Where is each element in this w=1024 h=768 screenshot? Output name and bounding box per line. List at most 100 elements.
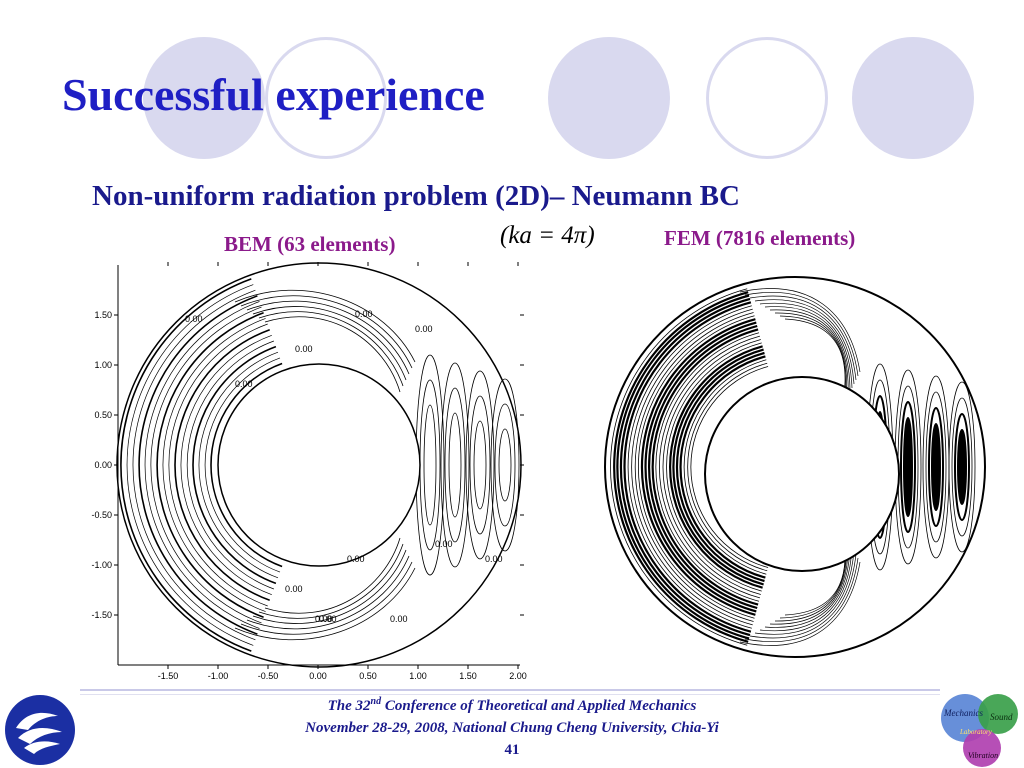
bem-contour-label: 0.00 [390,614,408,624]
bem-contour-upper [246,300,410,375]
fem-contour-lobe [957,429,967,505]
bem-contour-lobe [498,428,512,502]
fem-contour-arc [634,312,754,622]
lab-logo-word-sound: Sound [990,712,1013,722]
fem-contour-lower [749,553,857,639]
bem-y-tick-label: -1.00 [91,560,112,570]
lab-logo-word-laboratory: Laboratory [959,728,993,736]
bem-contour-arc [144,301,260,629]
fem-contour-lobe [900,401,916,533]
bem-contours [120,278,520,652]
bem-x-ticks: -1.50 -1.00 -0.50 0.00 0.50 1.00 1.50 2.00 [158,262,527,681]
bem-x-tick-label: 0.50 [359,671,377,681]
slide-title: Successful experience [62,69,485,120]
lab-logo: Mechanics Sound Laboratory Vibration [941,694,1018,767]
bem-contour-lobe [465,370,495,560]
fem-contour-upper [754,299,855,385]
bem-y-tick-label: -0.50 [91,510,112,520]
fem-contour-lower [754,549,855,635]
bem-contour-label: 0.00 [319,614,337,624]
bem-contour-label: 0.00 [295,344,313,354]
fem-contour-arc [666,342,762,592]
fem-contour-arc [672,348,764,586]
fem-contour-arc [631,308,753,626]
bem-contour-lobe [444,387,466,543]
bem-contour-arc [132,289,256,641]
bem-x-tick-label: 1.50 [459,671,477,681]
bem-contour-lower [234,567,416,641]
page-number: 41 [504,742,520,758]
bem-contour-lower [258,543,404,619]
bem-y-tick-label: 1.00 [94,360,112,370]
fem-contour-plot [604,276,986,658]
bem-contour-lobe [469,395,491,535]
bem-contour-labels: 0.000.000.000.000.000.000.000.00 0.000.00… [185,309,503,624]
fem-outer-boundary [604,276,986,658]
bem-contour-label: 0.00 [285,584,303,594]
bem-x-tick-label: 1.00 [409,671,427,681]
fem-inner-cylinder [704,376,900,572]
fem-contour-lobe [925,391,947,543]
fem-contour-arc [623,301,752,633]
bem-contour-label: 0.00 [355,309,373,319]
footer-conf-sup: nd [370,696,382,707]
fem-contour-upper [739,288,861,373]
bem-contour-label: 0.00 [415,324,433,334]
fem-contour-lower [744,557,859,642]
bem-contour-arc [180,334,272,596]
bem-x-tick-label: -1.00 [208,671,229,681]
fem-contour-arc [616,294,750,640]
fem-contour-arc [662,339,761,595]
bem-y-tick-label: -1.50 [91,610,112,620]
bem-y-tick-label: 1.50 [94,310,112,320]
university-logo [5,695,75,765]
bem-x-tick-label: 0.00 [309,671,327,681]
footer-conference: The 32nd Conference of Theoretical and A… [0,696,1024,715]
fem-contour-lobe [903,417,913,517]
deco-circle-4 [706,37,828,159]
bem-inner-cylinder [217,363,421,567]
fem-contour-arc [640,318,756,616]
bem-contour-arc [210,362,283,568]
bem-contour-lobe [419,379,441,551]
bem-contour-arc [156,312,264,618]
footer-conf-post: Conference of Theoretical and Applied Me… [381,698,697,714]
bem-contour-label: 0.00 [485,554,503,564]
fem-contour-arc [613,291,749,643]
deco-circle-2 [265,37,387,159]
bem-contour-lobe [490,378,520,552]
bem-contour-lobe [494,403,516,527]
fem-contour-arc [637,315,755,619]
bem-contour-arc [126,284,254,646]
bem-contour-lower [246,555,410,630]
bem-contour-lower [240,561,413,635]
footer-rule-thin [80,694,940,695]
fem-contour-arc [627,305,752,629]
bem-contour-lower [264,537,401,614]
bem-contour-upper [258,311,404,387]
fem-contour-arc [687,362,768,572]
bem-y-tick-label: 0.00 [94,460,112,470]
bem-contour-upper [264,316,401,393]
bem-contour-arc [204,357,281,573]
footer-conf-pre: The 32 [327,698,371,714]
bem-contour-lobe [423,404,437,526]
bem-contour-arc [150,306,262,624]
fem-contour-upper [769,309,849,397]
lab-logo-word-vibration: Vibration [968,751,998,760]
bem-contour-label: 0.00 [235,379,253,389]
formula: (ka = 4π) [500,222,595,249]
fem-contour-arc [644,321,757,613]
fem-contour-arc [659,335,761,599]
footer-date-venue: November 28-29, 2008, National Chung Che… [305,720,719,736]
fem-contour-arc [669,345,763,589]
fem-label: FEM (7816 elements) [664,226,856,250]
bem-contour-label: 0.00 [315,614,333,624]
bem-x-tick-label: -0.50 [258,671,279,681]
fem-contour-lobe [951,397,973,537]
fem-contour-arc [675,351,765,583]
fem-contour-upper [759,302,853,389]
bem-contour-arc [192,345,277,585]
bem-contour-arc [162,318,266,612]
fem-contour-arc [651,328,759,606]
